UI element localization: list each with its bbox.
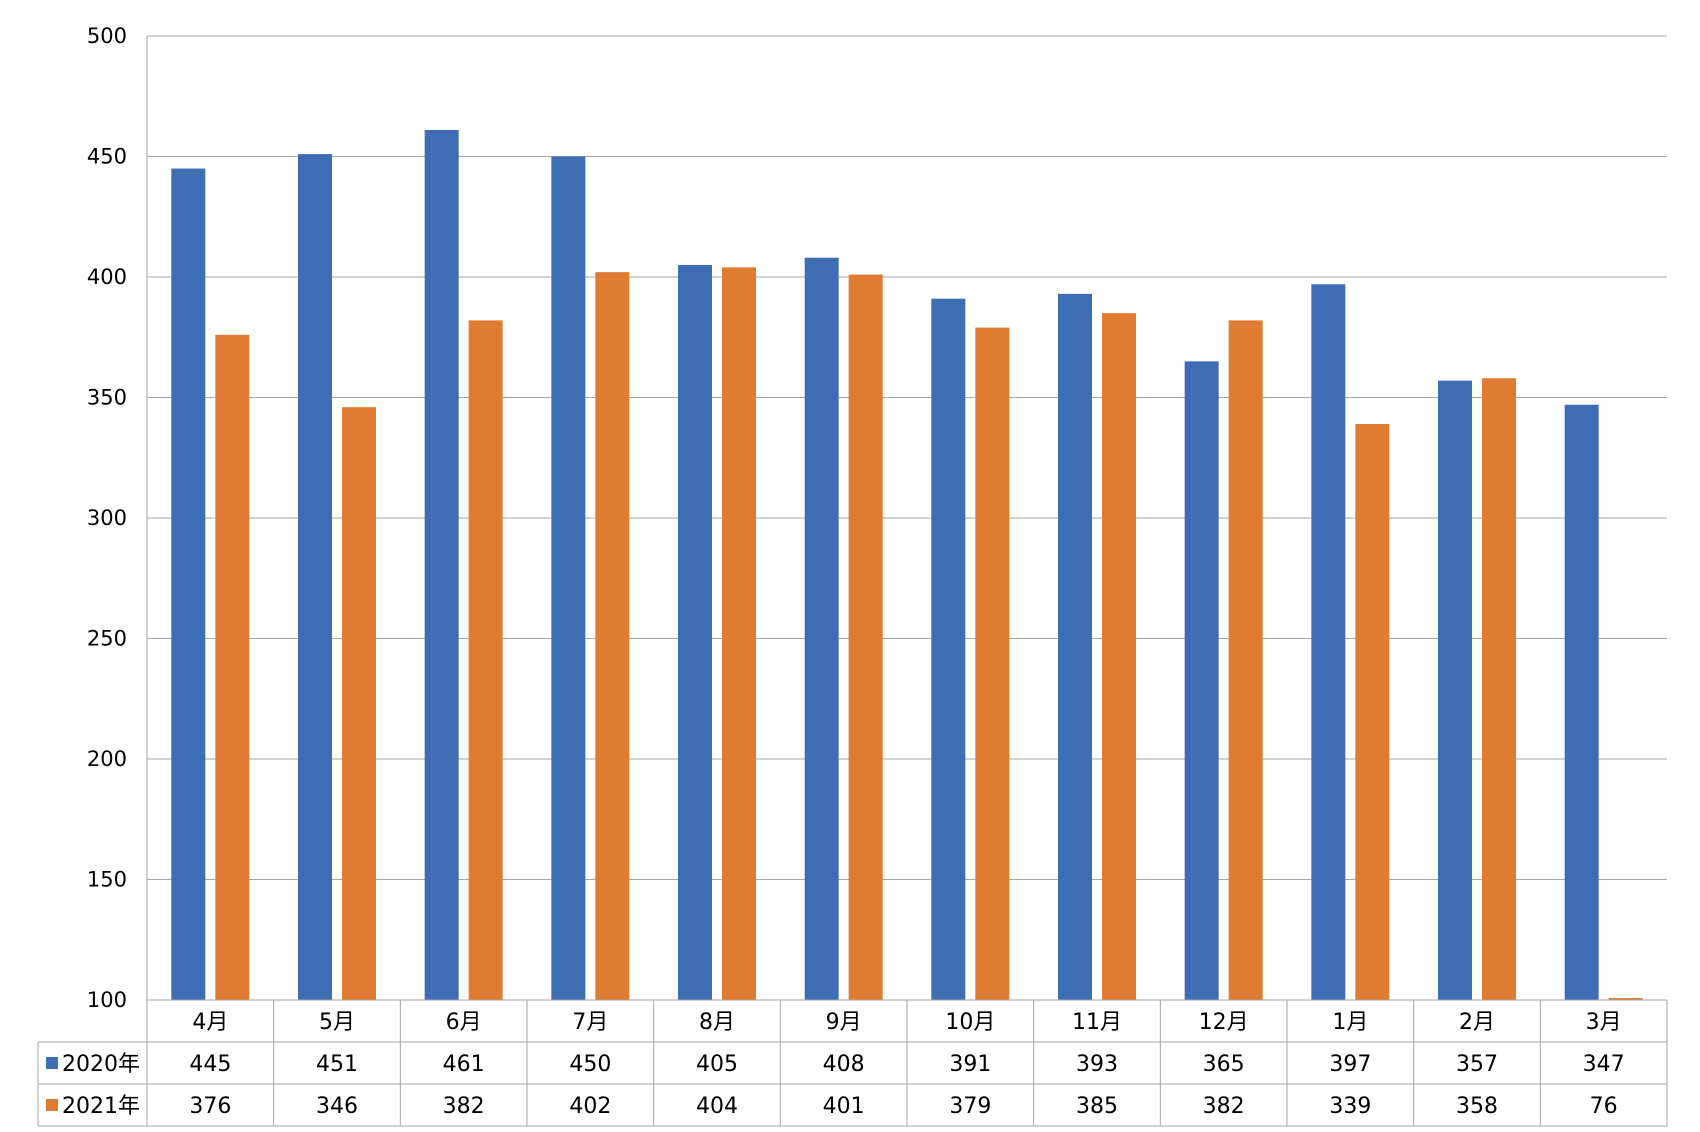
- category-label: 12月: [1199, 1010, 1249, 1035]
- y-tick-label: 100: [87, 988, 127, 1012]
- data-label: 357: [1456, 1052, 1498, 1077]
- data-label: 346: [316, 1094, 358, 1119]
- bar-series-1: [1311, 284, 1346, 1001]
- bar-series-2: [1355, 424, 1390, 1000]
- category-label: 9月: [826, 1010, 862, 1035]
- category-label: 3月: [1586, 1010, 1622, 1035]
- data-label: 382: [1203, 1094, 1245, 1119]
- data-label: 450: [569, 1052, 611, 1077]
- bar-series-2: [1102, 313, 1136, 1000]
- data-label: 76: [1590, 1094, 1618, 1119]
- data-label: 347: [1583, 1052, 1625, 1077]
- bar-series-1: [804, 257, 839, 1001]
- bars: [171, 129, 1643, 1001]
- y-tick-label: 150: [87, 868, 127, 892]
- category-label: 2月: [1459, 1010, 1495, 1035]
- data-label: 379: [949, 1094, 991, 1119]
- data-label: 397: [1329, 1052, 1371, 1077]
- data-label: 358: [1456, 1094, 1498, 1119]
- y-tick-label: 400: [87, 265, 127, 289]
- y-tick-label: 250: [87, 627, 127, 651]
- bar-series-1: [551, 156, 586, 1000]
- data-label: 393: [1076, 1052, 1118, 1077]
- bar-series-2: [342, 407, 376, 1000]
- category-label: 10月: [945, 1010, 995, 1035]
- bar-series-2: [975, 327, 1010, 1000]
- category-label: 6月: [446, 1010, 482, 1035]
- legend-swatch: [46, 1057, 58, 1069]
- bar-series-1: [424, 129, 459, 1001]
- data-label: 339: [1329, 1094, 1371, 1119]
- category-label: 11月: [1072, 1010, 1122, 1035]
- data-label: 376: [189, 1094, 231, 1119]
- y-axis-ticks: 100 150 200 250 300 350 400 450 500: [87, 24, 127, 1012]
- data-table: 4月 5月 6月 7月 8月 9月 10月 11月 12月 1月 2月 3月 2020年 445 451 46…: [37, 999, 1668, 1127]
- y-tick-label: 200: [87, 747, 127, 771]
- bar-series-2: [468, 320, 503, 1000]
- y-tick-label: 300: [87, 506, 127, 530]
- bar-series-2: [722, 267, 756, 1000]
- data-label: 401: [823, 1094, 865, 1119]
- bar-series-2: [595, 272, 630, 1000]
- bar-series-1: [1058, 293, 1092, 1000]
- data-label: 461: [443, 1052, 485, 1077]
- category-label: 8月: [699, 1010, 735, 1035]
- category-label: 4月: [192, 1010, 228, 1035]
- data-label: 382: [443, 1094, 485, 1119]
- data-label: 408: [823, 1052, 865, 1077]
- bar-series-1: [1184, 361, 1219, 1001]
- data-label: 365: [1203, 1052, 1245, 1077]
- bar-series-1: [1564, 404, 1599, 1001]
- bar-series-2: [1228, 320, 1263, 1000]
- category-label: 1月: [1332, 1010, 1368, 1035]
- bar-series-2: [215, 334, 250, 1001]
- bar-series-2: [848, 274, 883, 1001]
- legend-swatch: [46, 1099, 58, 1111]
- data-label: 404: [696, 1094, 738, 1119]
- data-label: 402: [569, 1094, 611, 1119]
- data-label: 391: [949, 1052, 991, 1077]
- y-tick-label: 350: [87, 386, 127, 410]
- data-label: 405: [696, 1052, 738, 1077]
- bar-series-1: [171, 168, 206, 1001]
- y-tick-label: 450: [87, 145, 127, 169]
- legend-label: 2021年: [62, 1094, 140, 1119]
- y-tick-label: 500: [87, 24, 127, 48]
- gridlines: [146, 35, 1667, 1001]
- legend-label: 2020年: [62, 1052, 140, 1077]
- data-label: 445: [189, 1052, 231, 1077]
- category-label: 7月: [572, 1010, 608, 1035]
- category-label: 5月: [319, 1010, 355, 1035]
- bar-series-1: [931, 298, 966, 1000]
- bar-series-1: [298, 154, 332, 1001]
- data-label: 451: [316, 1052, 358, 1077]
- bar-series-2: [1608, 998, 1643, 1000]
- data-label: 385: [1076, 1094, 1118, 1119]
- bar-series-1: [1438, 380, 1472, 1000]
- bar-series-2: [1482, 378, 1516, 1001]
- bar-series-1: [678, 264, 712, 1000]
